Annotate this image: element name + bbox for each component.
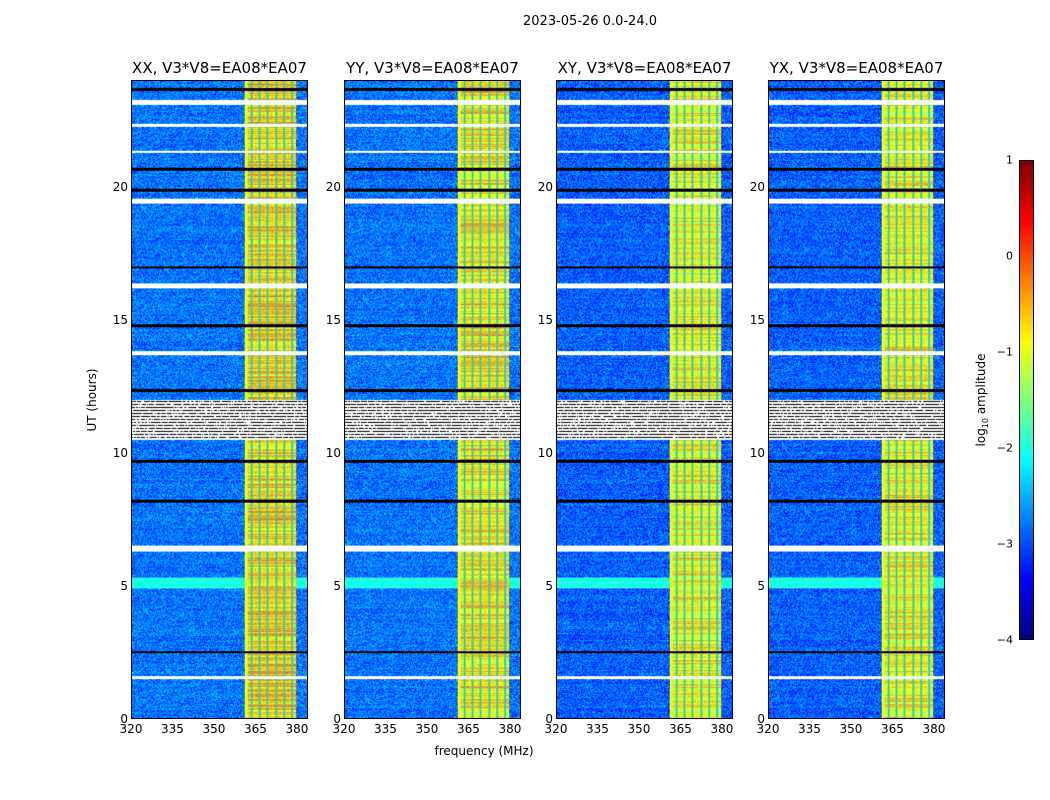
x-tick-label: 320 <box>119 722 143 736</box>
colorbar <box>1019 160 1034 640</box>
y-axis-label: UT (hours) <box>85 368 99 432</box>
panel-title: YY, V3*V8=EA08*EA07 <box>346 59 519 77</box>
colorbar-tick-label: −3 <box>996 537 1013 551</box>
colorbar-tick-label: −2 <box>996 441 1013 455</box>
y-tick-label: 5 <box>120 578 128 593</box>
x-tick-label: 365 <box>881 722 904 736</box>
y-tick-label: 5 <box>545 578 553 593</box>
x-tick-label: 380 <box>498 722 522 736</box>
x-tick-label: 335 <box>161 722 184 736</box>
y-tick-label: 0 <box>333 712 341 726</box>
y-tick-label: 20 <box>749 179 765 194</box>
waterfall-panel <box>556 80 733 719</box>
x-tick-label: 365 <box>244 722 267 736</box>
y-tick-label: 5 <box>757 578 765 593</box>
waterfall-image <box>345 81 520 718</box>
y-tick-label: 15 <box>112 312 128 327</box>
colorbar-tick-label: −4 <box>996 633 1013 647</box>
y-tick-label: 20 <box>112 179 128 194</box>
x-tick-label: 320 <box>332 722 356 736</box>
y-tick-label: 20 <box>537 179 553 194</box>
x-tick-label: 380 <box>922 722 946 736</box>
y-tick-label: 10 <box>537 445 553 460</box>
y-tick-label: 5 <box>333 578 341 593</box>
y-tick-label: 15 <box>325 312 341 327</box>
x-tick-label: 365 <box>669 722 692 736</box>
panel-title: XX, V3*V8=EA08*EA07 <box>132 59 307 77</box>
waterfall-panel <box>131 80 308 719</box>
y-tick-label: 0 <box>120 712 128 726</box>
colorbar-label: log10 amplitude <box>973 353 991 447</box>
y-tick-label: 20 <box>325 179 341 194</box>
x-tick-label: 350 <box>627 722 651 736</box>
y-tick-label: 10 <box>112 445 128 460</box>
colorbar-tick-label: −1 <box>996 345 1013 359</box>
x-tick-label: 350 <box>202 722 226 736</box>
x-tick-label: 335 <box>374 722 397 736</box>
x-tick-label: 350 <box>839 722 863 736</box>
y-tick-label: 10 <box>325 445 341 460</box>
x-tick-label: 320 <box>756 722 780 736</box>
y-tick-label: 0 <box>757 712 765 726</box>
x-tick-label: 350 <box>415 722 439 736</box>
x-tick-label: 335 <box>586 722 609 736</box>
y-tick-label: 0 <box>545 712 553 726</box>
x-tick-label: 365 <box>457 722 480 736</box>
waterfall-panel <box>344 80 521 719</box>
x-tick-label: 335 <box>798 722 821 736</box>
waterfall-image <box>132 81 307 718</box>
colorbar-tick-label: 0 <box>1006 249 1013 263</box>
colorbar-tick-label: 1 <box>1006 153 1013 167</box>
x-tick-label: 320 <box>544 722 568 736</box>
x-tick-label: 380 <box>285 722 309 736</box>
waterfall-image <box>769 81 944 718</box>
y-tick-label: 15 <box>749 312 765 327</box>
panel-title: YX, V3*V8=EA08*EA07 <box>769 59 944 77</box>
panel-title: XY, V3*V8=EA08*EA07 <box>557 59 732 77</box>
x-tick-label: 380 <box>710 722 734 736</box>
figure-title: 2023-05-26 0.0-24.0 <box>523 14 657 29</box>
waterfall-panel <box>768 80 945 719</box>
x-axis-label: frequency (MHz) <box>434 744 534 758</box>
y-tick-label: 10 <box>749 445 765 460</box>
y-tick-label: 15 <box>537 312 553 327</box>
waterfall-image <box>557 81 732 718</box>
